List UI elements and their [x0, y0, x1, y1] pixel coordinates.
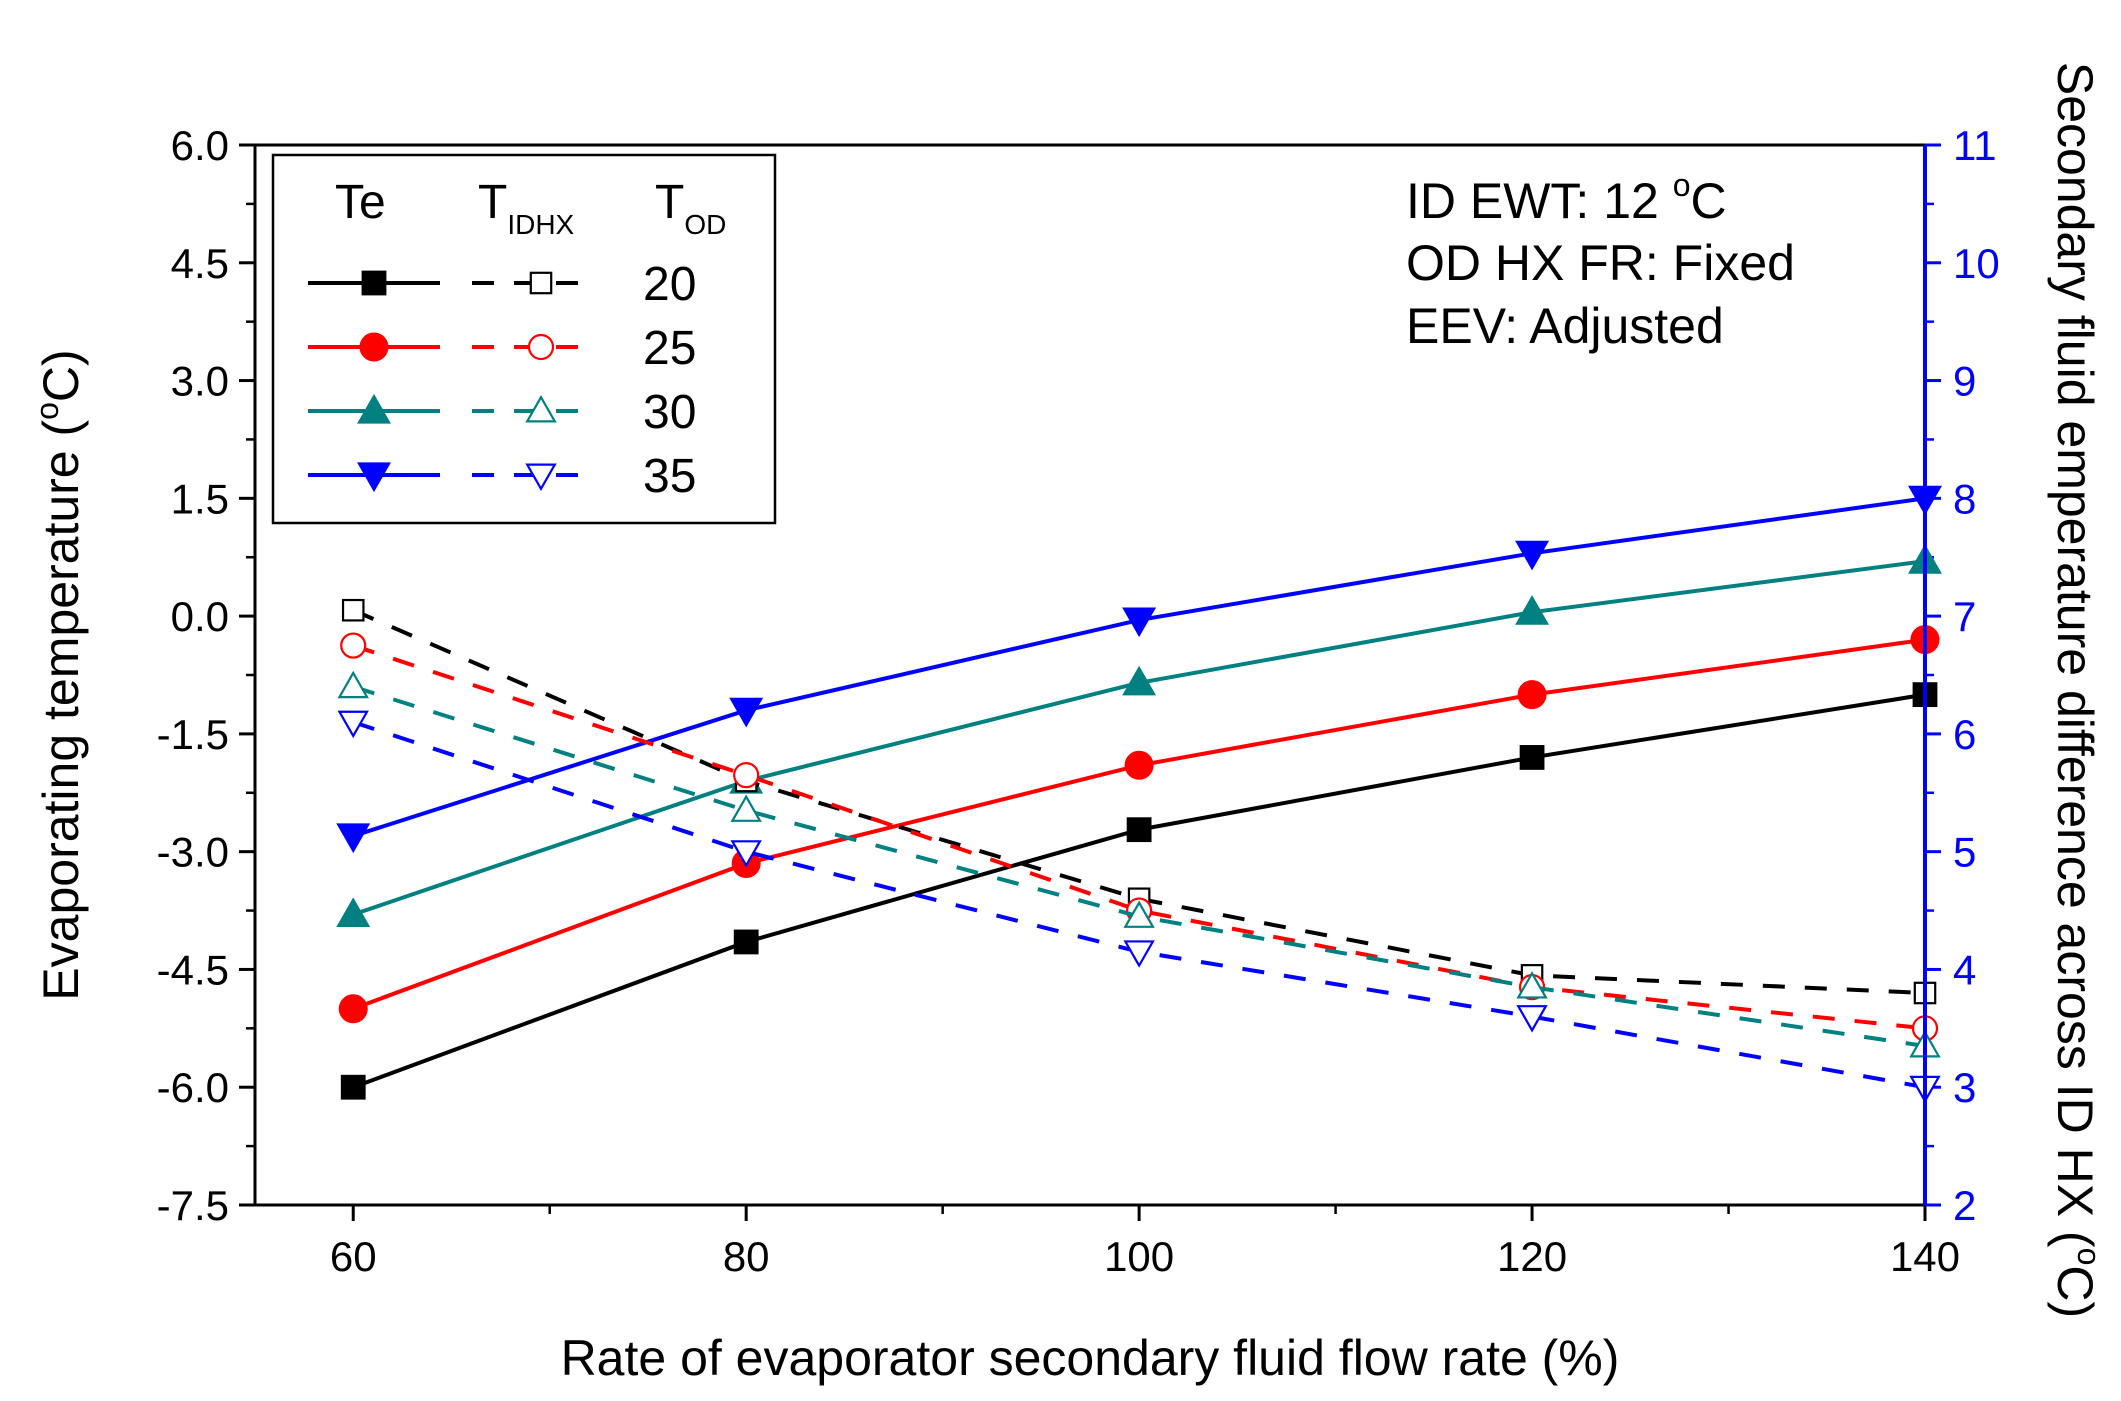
legend-tidhx-marker-35: [525, 463, 557, 492]
y-right-tick-label: 9: [1953, 358, 1976, 405]
point-tidhx-35-100: [1123, 940, 1155, 968]
point-tidhx-30-120: [1516, 971, 1548, 999]
series-line-tidhx-30: [352, 684, 1926, 1048]
x-axis-title: Rate of evaporator secondary fluid flow …: [561, 1330, 1620, 1386]
point-te-35-80: [729, 697, 764, 728]
legend-tidhx-marker-25: [527, 333, 555, 361]
legend-header-te: Te: [335, 176, 386, 229]
point-te-20-60: [340, 1074, 366, 1100]
y-axis-title-right: Secondary fluid emperature difference ac…: [2047, 62, 2107, 1318]
legend-te-marker-30: [357, 393, 391, 424]
legend-label-25: 25: [643, 322, 696, 375]
y-left-tick-label: 3.0: [171, 358, 229, 405]
axis-ticks: 60 80 100 120 140 -7.5 -6.0 -4.5 -3.0 -1.5 0.0 1.5 3…: [157, 122, 2000, 1280]
point-te-20-120: [1519, 745, 1545, 770]
annotation-od-hx: OD HX FR: Fixed: [1406, 235, 1795, 291]
legend-box: [271, 153, 777, 525]
legend-header-tod: TOD: [655, 176, 726, 240]
point-te-25-60: [338, 994, 368, 1024]
y-left-tick-label: 4.5: [171, 240, 229, 287]
point-te-30-120: [1515, 595, 1550, 625]
x-tick-label-60: 60: [330, 1233, 377, 1280]
point-tidhx-35-60: [337, 710, 369, 739]
y-left-tick-label: 6.0: [171, 122, 229, 169]
annotation-block: ID EWT: 12 oC OD HX FR: Fixed EEV: Adjus…: [1406, 167, 1795, 354]
legend-header-tidhx: TIDHX: [478, 176, 575, 240]
point-te-25-100: [1124, 750, 1154, 780]
point-tidhx-35-80: [730, 840, 762, 868]
point-tidhx-20-60: [341, 598, 365, 622]
x-tick-label-120: 120: [1497, 1233, 1567, 1280]
y-axis-title-left: Evaporating temperature (oC): [29, 349, 89, 1000]
legend-label-35: 35: [643, 450, 696, 503]
legend-te-marker-35: [357, 462, 391, 493]
point-te-35-120: [1515, 540, 1550, 571]
y-left-tick-label: -7.5: [157, 1182, 229, 1229]
annotation-eev: EEV: Adjusted: [1406, 298, 1724, 354]
y-right-tick-label: 4: [1953, 946, 1976, 993]
legend-tidhx-marker-20: [529, 271, 553, 295]
y-right-tick-label: 3: [1953, 1064, 1976, 1111]
series-layer: [336, 485, 1942, 1104]
point-te-20-80: [733, 929, 759, 955]
x-tick-label-140: 140: [1890, 1233, 1960, 1280]
legend: Te TIDHX TOD 20 25 30 35: [271, 153, 777, 525]
legend-rows: [308, 270, 588, 493]
y-right-tick-label: 7: [1953, 593, 1976, 640]
point-tidhx-30-80: [730, 794, 762, 822]
point-te-30-60: [336, 897, 371, 928]
legend-te-marker-25: [359, 332, 389, 362]
series-line-tidhx-25: [352, 643, 1926, 1031]
y-left-tick-label: -1.5: [157, 711, 229, 758]
point-tidhx-30-60: [337, 670, 369, 699]
point-tidhx-25-60: [340, 632, 367, 659]
legend-tidhx-marker-30: [525, 394, 557, 423]
legend-label-30: 30: [643, 386, 696, 439]
y-left-tick-label: 1.5: [171, 475, 229, 522]
y-left-tick-label: -4.5: [157, 946, 229, 993]
y-right-tick-label: 2: [1953, 1182, 1976, 1229]
y-right-tick-label: 11: [1953, 122, 1997, 169]
y-left-tick-label: 0.0: [171, 593, 229, 640]
y-right-tick-label: 6: [1953, 711, 1976, 758]
legend-label-20: 20: [643, 258, 696, 311]
y-right-tick-label: 8: [1953, 475, 1976, 522]
y-right-tick-label: 5: [1953, 829, 1976, 876]
y-left-tick-label: -3.0: [157, 829, 229, 876]
point-te-25-120: [1517, 680, 1547, 710]
annotation-id-ewt: ID EWT: 12 oC: [1406, 167, 1727, 229]
legend-te-marker-20: [361, 270, 387, 296]
point-tidhx-35-120: [1516, 1005, 1548, 1033]
point-tidhx-25-80: [733, 762, 760, 789]
x-tick-label-80: 80: [723, 1233, 770, 1280]
point-te-35-60: [336, 823, 371, 854]
point-tidhx-30-100: [1123, 900, 1155, 928]
x-tick-label-100: 100: [1104, 1233, 1174, 1280]
point-te-20-100: [1126, 817, 1152, 843]
y-left-tick-label: -6.0: [157, 1064, 229, 1111]
point-te-30-100: [1122, 665, 1157, 696]
y-right-tick-label: 10: [1953, 240, 2000, 287]
point-te-35-100: [1122, 607, 1157, 638]
